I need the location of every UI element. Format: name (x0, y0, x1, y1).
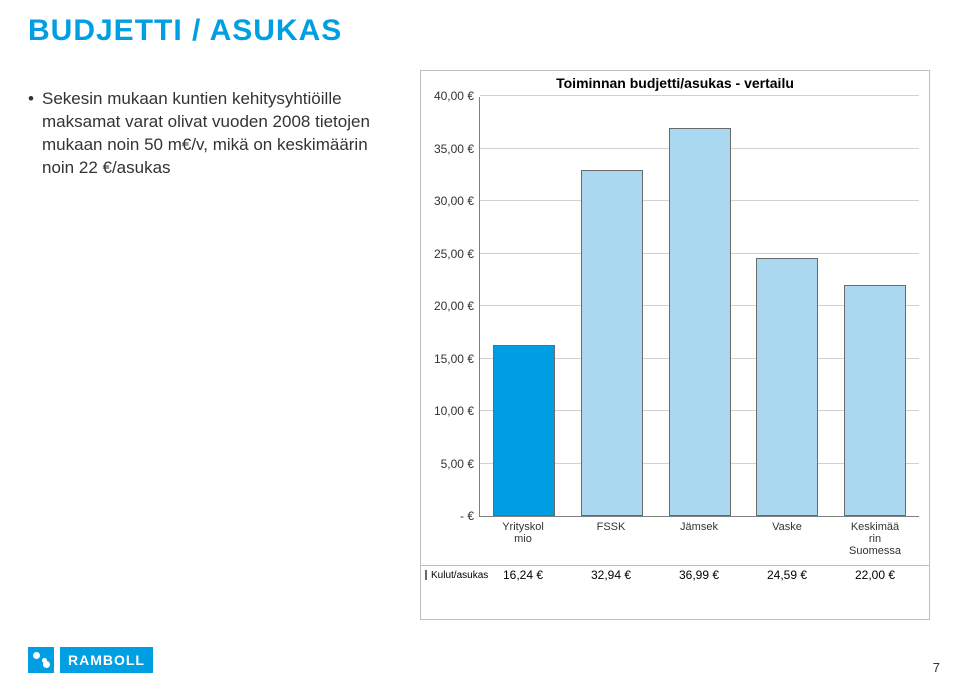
budget-chart: Toiminnan budjetti/asukas - vertailu - €… (420, 70, 930, 620)
chart-value-cell: 32,94 € (567, 568, 655, 582)
chart-category-label: FSSK (567, 517, 655, 561)
chart-category-row: YrityskolmioFSSKJämsekVaskeKeskimäärinSu… (479, 517, 919, 561)
chart-category-label: Jämsek (655, 517, 743, 561)
logo-mark-icon (28, 647, 54, 673)
chart-y-label: 25,00 € (434, 247, 474, 261)
chart-value-cell: 22,00 € (831, 568, 919, 582)
page-title: BUDJETTI / ASUKAS (28, 14, 342, 48)
chart-value-cell: 36,99 € (655, 568, 743, 582)
chart-y-label: 30,00 € (434, 194, 474, 208)
chart-gridline (480, 95, 919, 96)
chart-y-label: 20,00 € (434, 299, 474, 313)
page-number: 7 (933, 660, 940, 675)
legend-item: Kulut/asukas (421, 570, 479, 581)
chart-title: Toiminnan budjetti/asukas - vertailu (421, 71, 929, 91)
bullet-item: Sekesin mukaan kuntien kehitysyhtiöille … (28, 88, 388, 180)
chart-category-label: KeskimäärinSuomessa (831, 517, 919, 561)
chart-data-row: Kulut/asukas 16,24 €32,94 €36,99 €24,59 … (421, 568, 919, 582)
chart-y-label: 35,00 € (434, 142, 474, 156)
chart-value-cell: 16,24 € (479, 568, 567, 582)
chart-plot-area: - €5,00 €10,00 €15,00 €20,00 €25,00 €30,… (479, 97, 919, 517)
chart-bar (493, 345, 555, 516)
chart-y-label: 15,00 € (434, 352, 474, 366)
ramboll-logo: RAMBOLL (28, 647, 153, 673)
legend-swatch (425, 570, 427, 580)
chart-y-label: - € (460, 509, 474, 523)
bullet-list: Sekesin mukaan kuntien kehitysyhtiöille … (28, 88, 388, 180)
chart-bar (844, 285, 906, 516)
chart-y-label: 40,00 € (434, 89, 474, 103)
chart-y-label: 5,00 € (441, 457, 474, 471)
chart-bar (669, 128, 731, 516)
logo-text: RAMBOLL (60, 647, 153, 673)
chart-bar (581, 170, 643, 516)
chart-bar (756, 258, 818, 516)
chart-y-label: 10,00 € (434, 404, 474, 418)
chart-category-label: Vaske (743, 517, 831, 561)
chart-category-label: Yrityskolmio (479, 517, 567, 561)
chart-value-cell: 24,59 € (743, 568, 831, 582)
